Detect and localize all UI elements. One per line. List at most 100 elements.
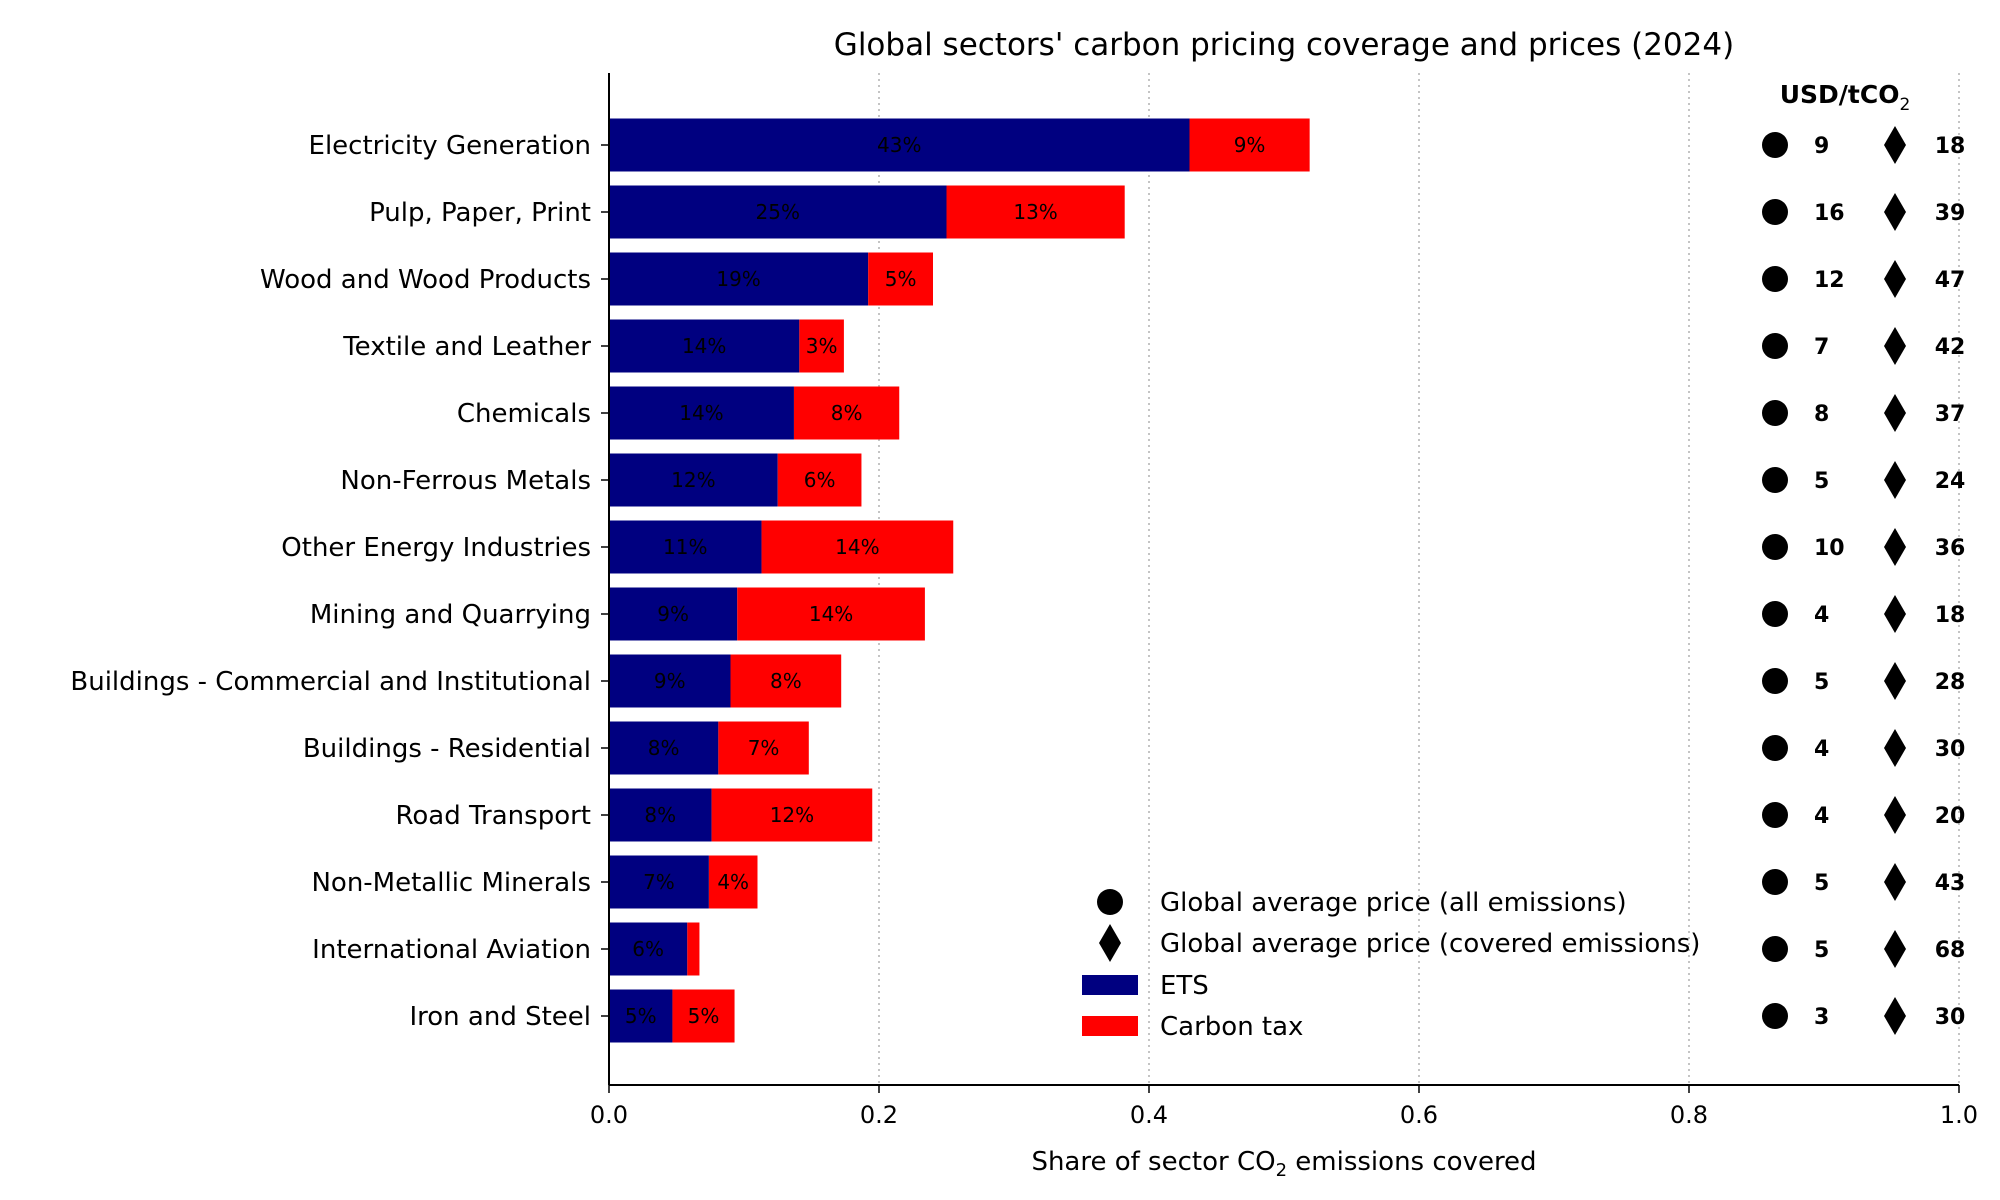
price-all-emissions: 3 [1814, 1005, 1829, 1030]
legend-label: Carbon tax [1160, 1012, 1303, 1042]
price-covered-emissions: 37 [1935, 402, 1966, 427]
ets-bar [609, 453, 778, 507]
category-label: International Aviation [312, 935, 591, 965]
carbon-tax-bar [718, 721, 809, 775]
price-all-emissions: 4 [1814, 603, 1829, 628]
category-label: Non-Metallic Minerals [311, 868, 591, 898]
x-tick-label: 0.6 [1400, 1101, 1438, 1129]
carbon-tax-bar [711, 788, 873, 842]
carbon-tax-bar [799, 319, 844, 373]
chart-title: Global sectors' carbon pricing coverage … [834, 27, 1734, 63]
diamond-marker [1884, 796, 1906, 834]
category-label: Wood and Wood Products [260, 265, 591, 295]
carbon-tax-bar-label: 14% [835, 535, 879, 559]
ets-bar-label: 19% [716, 267, 760, 291]
x-tick-label: 0.8 [1670, 1101, 1708, 1129]
category-label: Non-Ferrous Metals [340, 466, 591, 496]
price-covered-emissions: 24 [1935, 469, 1966, 494]
ets-bar [609, 252, 869, 306]
ets-bar-label: 14% [682, 334, 726, 358]
carbon-tax-bar [777, 453, 862, 507]
price-all-emissions: 5 [1814, 469, 1829, 494]
price-all-emissions: 12 [1814, 268, 1845, 293]
circle-marker [1762, 668, 1788, 694]
category-label: Electricity Generation [309, 131, 591, 161]
carbon-tax-bar [737, 587, 925, 641]
category-label: Pulp, Paper, Print [369, 198, 591, 228]
ets-bar [609, 855, 709, 909]
category-label: Iron and Steel [409, 1002, 591, 1032]
diamond-marker [1884, 528, 1906, 566]
price-covered-emissions: 18 [1935, 134, 1966, 159]
legend-swatch [1082, 975, 1138, 995]
legend-diamond-icon [1099, 924, 1121, 962]
price-covered-emissions: 30 [1935, 1005, 1966, 1030]
ets-bar-label: 11% [663, 535, 707, 559]
x-axis-ticks: 0.0 0.2 0.4 0.6 0.8 1.0 [590, 1085, 1978, 1129]
carbon-tax-bar [672, 989, 735, 1043]
price-all-emissions: 4 [1814, 737, 1829, 762]
carbon-tax-bar [730, 654, 842, 708]
ets-bar-label: 8% [648, 736, 680, 760]
price-all-emissions: 5 [1814, 670, 1829, 695]
ets-bar [609, 989, 673, 1043]
circle-marker [1762, 802, 1788, 828]
circle-marker [1762, 936, 1788, 962]
category-label: Road Transport [395, 801, 591, 831]
ets-bar [609, 319, 800, 373]
category-label: Mining and Quarrying [310, 600, 591, 630]
diamond-marker [1884, 863, 1906, 901]
diamond-marker [1884, 930, 1906, 968]
carbon-tax-bar [946, 185, 1125, 239]
circle-marker [1762, 266, 1788, 292]
carbon-tax-bar-label: 3% [806, 334, 838, 358]
circle-marker [1762, 1003, 1788, 1029]
carbon-tax-bar [708, 855, 758, 909]
ets-bar-label: 8% [644, 803, 676, 827]
carbon-tax-bar [868, 252, 933, 306]
circle-marker [1762, 869, 1788, 895]
carbon-tax-bar-label: 9% [1234, 133, 1266, 157]
circle-marker [1762, 534, 1788, 560]
price-all-emissions: 16 [1814, 201, 1845, 226]
bars: 43% 9% 25% 13% 19% 5% 14% 3% 14% 8% 12% 6% 11% 14% 9% 1… [609, 118, 1310, 1043]
price-covered-emissions: 42 [1935, 335, 1966, 360]
x-tick-label: 1.0 [1940, 1101, 1978, 1129]
price-all-emissions: 7 [1814, 335, 1829, 360]
diamond-marker [1884, 729, 1906, 767]
category-label: Chemicals [457, 399, 591, 429]
ets-bar-label: 25% [756, 200, 800, 224]
legend-circle-icon [1097, 889, 1123, 915]
x-tick-label: 0.4 [1130, 1101, 1168, 1129]
circle-marker [1762, 601, 1788, 627]
price-all-emissions: 5 [1814, 871, 1829, 896]
grid [878, 73, 1960, 1085]
circle-marker [1762, 199, 1788, 225]
price-covered-emissions: 18 [1935, 603, 1966, 628]
price-covered-emissions: 20 [1935, 804, 1966, 829]
carbon-tax-bar [1189, 118, 1310, 172]
ets-bar [609, 118, 1190, 172]
category-label: Buildings - Commercial and Institutional [70, 667, 591, 697]
circle-marker [1762, 132, 1788, 158]
diamond-marker [1884, 595, 1906, 633]
price-covered-emissions: 39 [1935, 201, 1966, 226]
ets-bar-label: 14% [679, 401, 723, 425]
ets-bar [609, 654, 731, 708]
category-label: Other Energy Industries [281, 533, 591, 563]
circle-marker [1762, 735, 1788, 761]
x-tick-label: 0.0 [590, 1101, 628, 1129]
diamond-marker [1884, 327, 1906, 365]
price-covered-emissions: 30 [1935, 737, 1966, 762]
x-axis-label: Share of sector CO2 emissions covered [1031, 1147, 1536, 1181]
category-labels: Electricity Generation Pulp, Paper, Print… [70, 131, 609, 1032]
carbon-tax-bar [793, 386, 900, 440]
legend-label: Global average price (covered emissions) [1160, 929, 1700, 959]
diamond-marker [1884, 662, 1906, 700]
diamond-marker [1884, 997, 1906, 1035]
ets-bar-label: 6% [632, 937, 664, 961]
carbon-tax-bar-label: 6% [804, 468, 836, 492]
ets-bar [609, 587, 738, 641]
legend: Global average price (all emissions) Glob… [1082, 888, 1700, 1042]
ets-bar [609, 788, 712, 842]
